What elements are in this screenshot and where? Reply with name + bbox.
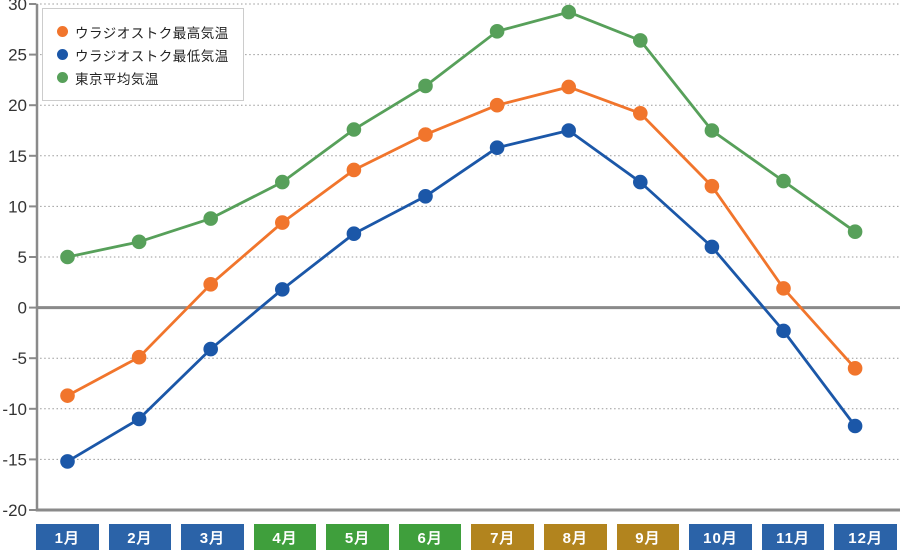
- legend-item: ウラジオストク最低気温: [57, 43, 229, 66]
- y-axis-label: 30: [8, 0, 27, 14]
- data-point: [275, 174, 290, 190]
- legend-label: ウラジオストク最高気温: [75, 25, 229, 41]
- legend-dot-icon: [57, 72, 68, 83]
- data-point: [60, 249, 75, 265]
- series-line: [67, 10, 856, 259]
- legend-label: 東京平均気温: [75, 71, 159, 87]
- y-axis-label: 5: [18, 248, 27, 267]
- series-line: [66, 129, 857, 463]
- legend-item: 東京平均気温: [57, 66, 229, 89]
- month-label: 2月: [108, 524, 172, 550]
- data-point: [561, 4, 576, 20]
- data-point: [418, 127, 433, 142]
- y-axis-label: 15: [8, 147, 27, 166]
- data-point: [633, 105, 648, 121]
- data-point: [418, 188, 433, 204]
- data-point: [60, 454, 75, 469]
- data-point: [633, 174, 648, 190]
- data-point: [60, 388, 75, 403]
- month-label: 3月: [181, 524, 244, 550]
- data-point: [346, 226, 362, 242]
- data-point: [561, 123, 576, 138]
- month-label: 11月: [761, 524, 825, 550]
- data-point: [633, 33, 648, 48]
- data-point: [489, 24, 505, 39]
- data-point: [847, 418, 863, 434]
- data-point: [776, 173, 791, 189]
- data-point: [203, 211, 218, 226]
- legend-label: ウラジオストク最低気温: [75, 48, 229, 64]
- month-label: 4月: [253, 524, 317, 550]
- data-point: [418, 78, 433, 94]
- y-axis-label: 10: [8, 197, 27, 216]
- data-point: [275, 282, 290, 297]
- month-label: 5月: [326, 524, 389, 550]
- y-axis-label: 25: [8, 46, 27, 65]
- month-label: 12月: [834, 524, 897, 550]
- data-point: [847, 361, 863, 376]
- month-label: 9月: [616, 524, 680, 550]
- month-label: 7月: [471, 524, 535, 550]
- month-label: 1月: [36, 524, 99, 550]
- y-axis-label: -10: [2, 400, 27, 419]
- data-point: [489, 140, 505, 156]
- data-point: [203, 277, 218, 292]
- legend-item: ウラジオストク最高気温: [57, 20, 229, 43]
- legend-dot-icon: [57, 26, 68, 37]
- data-point: [776, 281, 791, 296]
- data-point: [704, 178, 720, 194]
- y-axis-label: -5: [12, 349, 27, 368]
- data-point: [131, 234, 147, 250]
- x-axis-month-labels: 1月 2月 3月 4月 5月 6月 7月 8月 9月 10月 11月 12月: [36, 524, 897, 550]
- data-point: [131, 411, 147, 427]
- data-point: [847, 224, 863, 239]
- y-axis-label: -20: [2, 501, 27, 520]
- y-axis-label: 0: [18, 299, 27, 318]
- y-axis-label: 20: [8, 96, 27, 115]
- chart-legend: ウラジオストク最高気温 ウラジオストク最低気温 東京平均気温: [42, 8, 244, 101]
- series-line: [66, 85, 857, 397]
- data-point: [704, 239, 720, 255]
- month-label: 10月: [689, 524, 752, 550]
- data-point: [561, 79, 576, 95]
- month-label: 6月: [398, 524, 462, 550]
- data-point: [346, 122, 362, 137]
- data-point: [704, 123, 720, 138]
- data-point: [776, 323, 791, 339]
- legend-dot-icon: [57, 49, 68, 60]
- data-point: [203, 341, 218, 357]
- data-point: [131, 349, 147, 365]
- data-point: [489, 97, 505, 113]
- data-point: [275, 215, 290, 230]
- y-axis-label: -15: [2, 450, 27, 469]
- data-point: [346, 162, 362, 178]
- month-label: 8月: [544, 524, 607, 550]
